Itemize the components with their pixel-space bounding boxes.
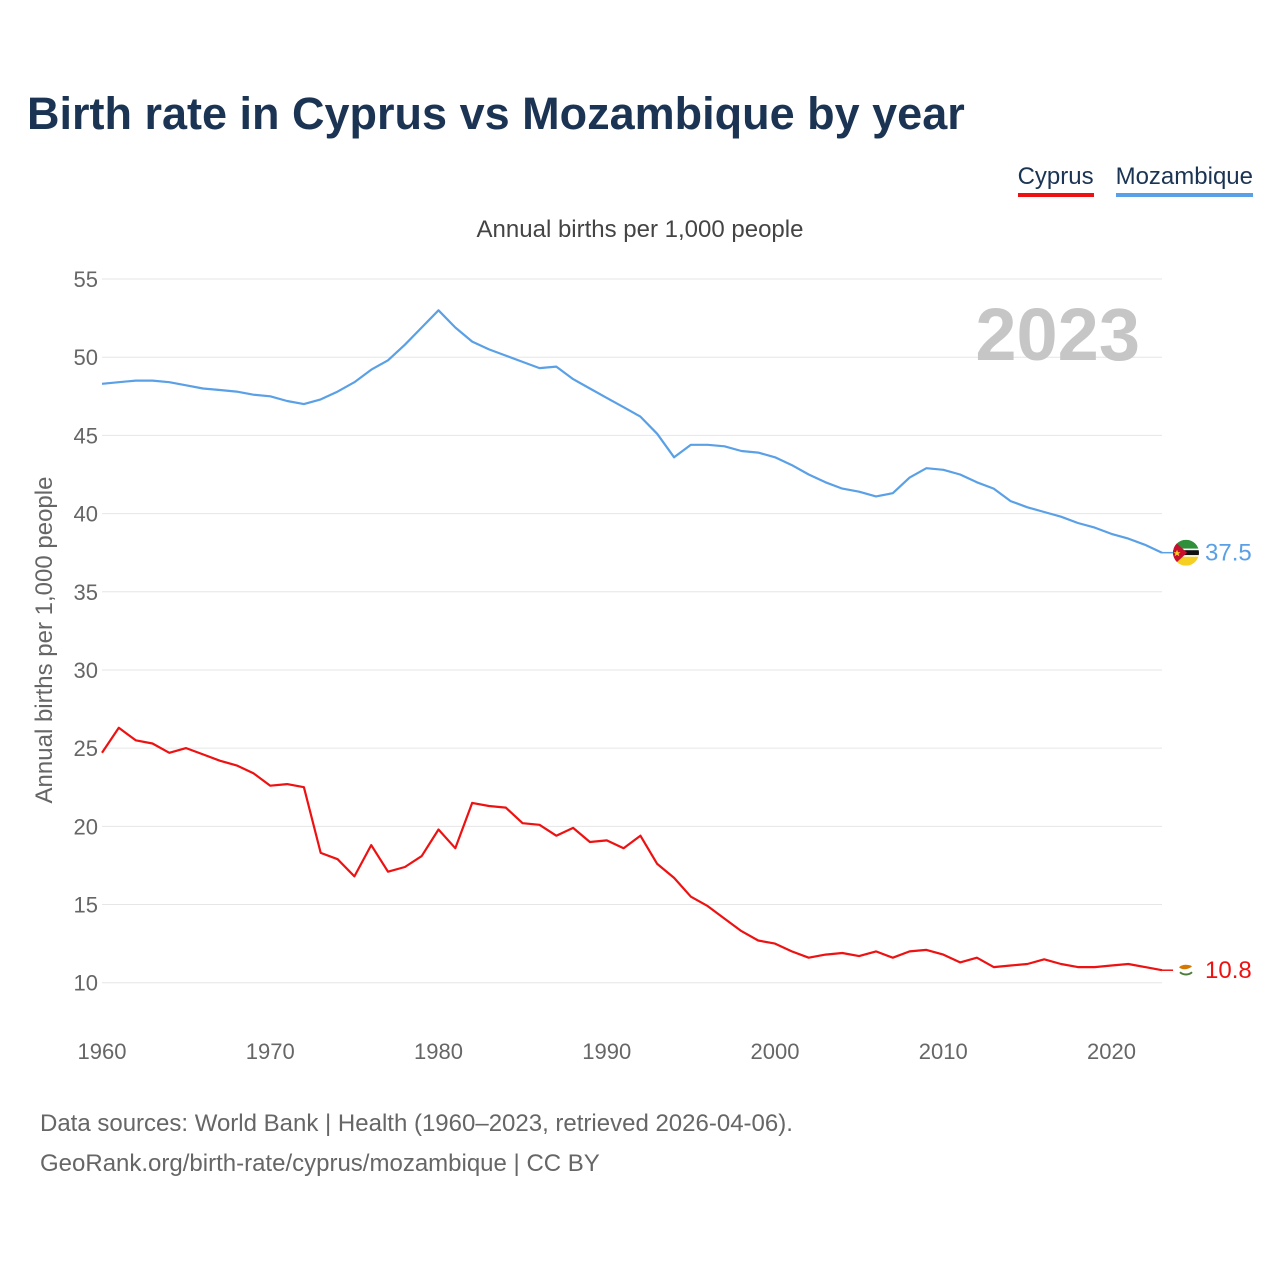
source-url[interactable]: GeoRank.org/birth-rate/cyprus/mozambique… <box>40 1150 600 1177</box>
y-tick-label: 30 <box>74 658 98 683</box>
cyprus-flag-icon <box>1173 957 1199 984</box>
series <box>101 309 1174 972</box>
end-label-mozambique: 37.5 <box>1205 540 1252 567</box>
legend: Cyprus Mozambique <box>1017 163 1253 197</box>
y-tick-label: 50 <box>74 345 98 370</box>
x-tick-label: 2020 <box>1087 1039 1136 1064</box>
y-axis-ticks: 10 15 20 25 30 35 40 45 50 55 <box>74 267 98 996</box>
x-tick-label: 2010 <box>919 1039 968 1064</box>
x-tick-label: 2000 <box>751 1039 800 1064</box>
chart-title: Birth rate in Cyprus vs Mozambique by ye… <box>27 88 965 139</box>
x-tick-label: 1980 <box>414 1039 463 1064</box>
y-tick-label: 40 <box>74 502 98 527</box>
mozambique-flag-icon <box>1173 539 1199 566</box>
gridlines <box>102 278 1162 984</box>
x-axis-ticks: 1960 1970 1980 1990 2000 2010 2020 <box>78 1039 1136 1064</box>
data-source-note: Data sources: World Bank | Health (1960–… <box>40 1110 793 1137</box>
y-tick-label: 25 <box>74 736 98 761</box>
legend-item-mozambique[interactable]: Mozambique <box>1115 163 1253 197</box>
series-line-mozambique <box>101 309 1163 554</box>
y-axis-label: Annual births per 1,000 people <box>31 477 58 804</box>
x-tick-label: 1970 <box>246 1039 295 1064</box>
chart-subtitle: Annual births per 1,000 people <box>476 216 804 243</box>
series-line-cyprus <box>101 726 1163 972</box>
end-label-cyprus: 10.8 <box>1205 957 1252 984</box>
x-tick-label: 1960 <box>78 1039 127 1064</box>
y-tick-label: 20 <box>74 814 98 839</box>
y-tick-label: 45 <box>74 423 98 448</box>
y-tick-label: 35 <box>74 580 98 605</box>
y-tick-label: 55 <box>74 267 98 292</box>
legend-item-cyprus[interactable]: Cyprus <box>1017 163 1094 197</box>
y-tick-label: 10 <box>74 971 98 996</box>
footer: Data sources: World Bank | Health (1960–… <box>40 1104 793 1184</box>
y-tick-label: 15 <box>74 893 98 918</box>
year-watermark: 2023 <box>975 293 1140 376</box>
x-tick-label: 1990 <box>582 1039 631 1064</box>
